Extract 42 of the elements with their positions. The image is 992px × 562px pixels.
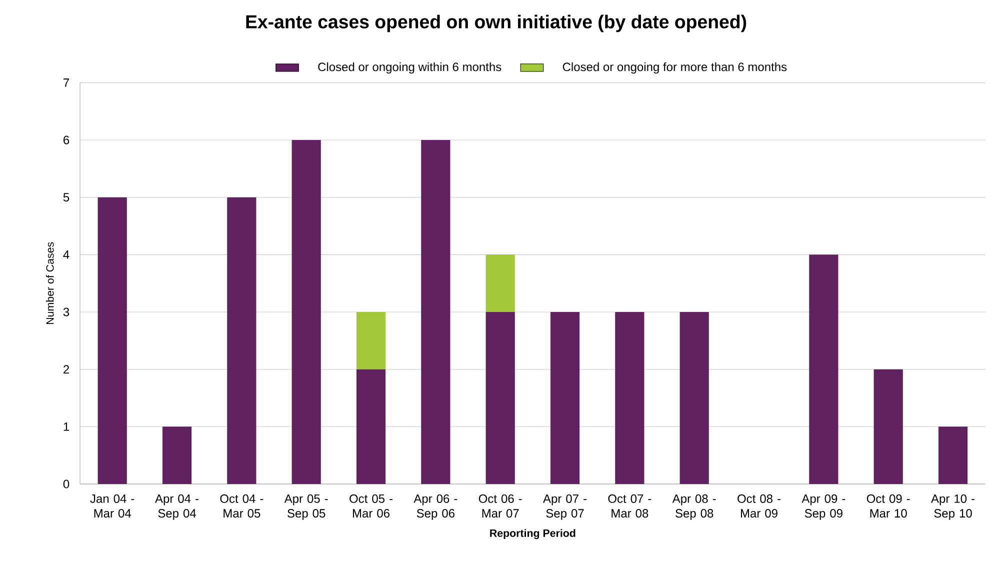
bar (809, 254, 838, 484)
y-tick-label: 7 (64, 78, 69, 87)
x-tick-label: Oct 09 - Mar 10 (866, 494, 910, 518)
y-tick-label: 2 (64, 365, 69, 374)
bar (356, 369, 386, 484)
bar (356, 312, 386, 370)
y-tick-label: 4 (63, 250, 70, 259)
y-tick-label: 6 (64, 136, 70, 144)
y-tick-label: 5 (63, 193, 70, 202)
chart-title: Ex-ante cases opened on own initiative (by date opened) (246, 14, 746, 32)
x-tick-label: Apr 06 - Sep 06 (414, 494, 458, 520)
x-tick-label: Oct 05 - Mar 06 (350, 494, 392, 518)
x-tick-label: Oct 06 - Mar 07 (478, 494, 522, 518)
x-axis-title: Reporting Period (490, 529, 576, 540)
x-tick-label: Oct 04 - Mar 05 (220, 494, 264, 518)
y-tick-label: 3 (63, 308, 70, 316)
x-tick-label: Apr 05 - Sep 05 (284, 494, 328, 520)
legend-label: Closed or ongoing for more than 6 months (562, 62, 787, 74)
bar (874, 369, 903, 484)
y-tick-label: 0 (63, 480, 70, 488)
bar (227, 197, 256, 484)
bar (486, 254, 515, 312)
bar (162, 426, 192, 484)
bar (615, 312, 644, 484)
bar (421, 140, 450, 484)
bar (292, 140, 321, 484)
x-tick-label: Oct 08 - Mar 09 (738, 494, 780, 518)
legend-label: Closed or ongoing within 6 months (318, 62, 502, 74)
y-axis-title: Number of Cases (46, 242, 54, 324)
x-tick-label: Apr 10 - Sep 10 (931, 494, 974, 520)
x-tick-label: Apr 04 - Sep 04 (155, 494, 198, 520)
x-tick-label: Jan 04 - Mar 04 (90, 494, 134, 518)
bar (938, 426, 968, 484)
bar (486, 312, 515, 484)
x-tick-label: Apr 09 - Sep 09 (802, 494, 846, 520)
y-tick-label: 1 (64, 422, 70, 431)
bar (550, 312, 580, 484)
x-tick-label: Oct 07 - Mar 08 (608, 494, 652, 518)
bar (680, 312, 709, 484)
x-tick-label: Apr 08 - Sep 08 (672, 494, 716, 520)
x-tick-label: Apr 07 - Sep 07 (543, 494, 586, 520)
bar (98, 197, 127, 484)
